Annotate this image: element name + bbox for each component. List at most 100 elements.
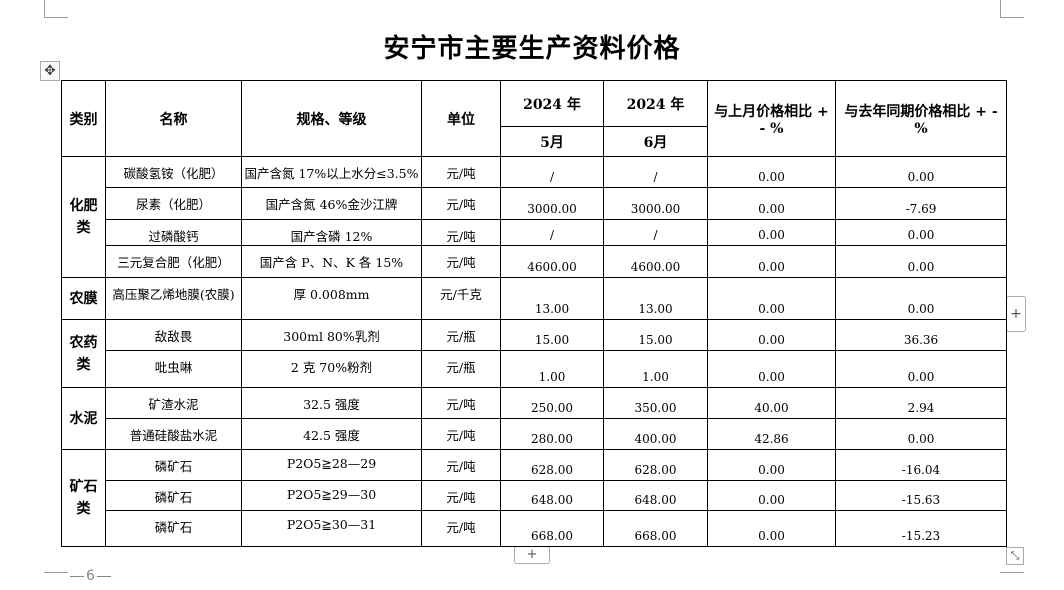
table-row: 过磷酸钙 国产含磷 12% 元/吨 //0.00 0.00 [62,219,1007,246]
page-number: 6 [68,568,113,584]
name-cell: 高压聚乙烯地膜(农膜) [105,277,242,320]
yoy-change-cell: 0.00 [835,156,1007,188]
unit-cell: 元/吨 [421,187,501,220]
crop-mark [1000,0,1001,18]
yoy-change-cell: 2.94 [835,387,1007,419]
unit-cell: 元/吨 [421,156,501,188]
crop-mark [1000,17,1024,18]
table-row: 磷矿石 P2O5≧30—31 元/吨 668.00 668.00 0.00 -15.23 [62,510,1007,547]
table-row: 三元复合肥（化肥） 国产含 P、N、K 各 15% 元/吨 4600.00 4600.0… [62,245,1007,278]
yoy-change-cell: 0.00 [835,245,1007,278]
spec-cell: 厚 0.008mm [241,277,422,320]
unit-cell: 元/瓶 [421,319,501,351]
june-price-cell: 628.00 [603,449,708,481]
name-cell: 过磷酸钙 [105,219,242,246]
june-price-cell: 668.00 [603,510,708,547]
name-cell: 碳酸氢铵（化肥） [105,156,242,188]
yoy-change-cell: -16.04 [835,449,1007,481]
table-resize-icon[interactable]: ⤡ [1006,547,1024,565]
mom-change-cell: 0.00 [707,245,836,278]
mom-change-cell: 0.00 [707,187,836,220]
yoy-change-cell: 0.00 [835,350,1007,388]
spec-cell: P2O5≧30—31 [241,510,422,547]
spec-cell: 32.5 强度 [241,387,422,419]
may-price-cell: 15.00 [500,319,604,351]
mom-change-cell: 40.00 [707,387,836,419]
mom-change-cell: 0.00 [707,449,836,481]
add-column-plus-icon[interactable]: + [1006,296,1026,332]
table-row: 农膜 高压聚乙烯地膜(农膜) 厚 0.008mm 元/千克 13.00 13.00 0.00… [61,277,1007,320]
table-row: 农药类 敌敌畏 300ml 80%乳剂 元/瓶 15.00 15.00 0.00 36.36 [61,319,1007,388]
june-price-cell: 15.00 [603,319,708,351]
june-price-cell: 3000.00 [603,187,708,220]
category-cell: 矿石类 [61,449,106,547]
table-row: 水泥 矿渣水泥 32.5 强度 元/吨 250.00 350.00 40.00 2.94 [61,387,1007,450]
crop-mark [44,572,68,573]
crop-mark [1000,572,1024,573]
header-year-june: 2024 年 [603,80,708,127]
name-cell: 磷矿石 [105,449,242,481]
crop-mark [44,0,45,18]
category-cell: 农膜 [61,277,106,320]
may-price-cell: 668.00 [500,510,604,547]
table-row: 矿石类 磷矿石 P2O5≧28—29 元/吨 628.00 628.00 0.00 -16.0… [61,449,1007,547]
spec-cell: 2 克 70%粉剂 [241,350,422,388]
name-cell: 矿渣水泥 [105,387,242,419]
mom-change-cell: 0.00 [707,277,836,320]
category-cell: 化肥类 [61,156,106,278]
table-row: 磷矿石 P2O5≧29—30 元/吨 648.00 648.00 0.00 -15.63 [62,480,1007,511]
may-price-cell: / [500,219,604,246]
yoy-change-cell: 36.36 [835,319,1007,351]
mom-change-cell: 0.00 [707,319,836,351]
yoy-change-cell: -15.23 [835,510,1007,547]
yoy-change-cell: -15.63 [835,480,1007,511]
mom-change-cell: 0.00 [707,510,836,547]
crop-mark [44,17,68,18]
mom-change-cell: 0.00 [707,156,836,188]
june-price-cell: / [603,156,708,188]
table-move-icon[interactable]: ✥ [40,61,60,81]
mom-change-cell: 42.86 [707,418,836,450]
spec-cell: 国产含 P、N、K 各 15% [241,245,422,278]
may-price-cell: 280.00 [500,418,604,450]
name-cell: 磷矿石 [105,510,242,547]
june-price-cell: 1.00 [603,350,708,388]
june-price-cell: 648.00 [603,480,708,511]
yoy-change-cell: 0.00 [835,219,1007,246]
name-cell: 普通硅酸盐水泥 [105,418,242,450]
spec-cell: 42.5 强度 [241,418,422,450]
unit-cell: 元/吨 [421,418,501,450]
header-month-june: 6月 [603,126,708,157]
unit-cell: 元/瓶 [421,350,501,388]
may-price-cell: 1.00 [500,350,604,388]
may-price-cell: 4600.00 [500,245,604,278]
may-price-cell: 628.00 [500,449,604,481]
table-row: 普通硅酸盐水泥 42.5 强度 元/吨 280.00 400.00 42.86 0.00 [62,418,1007,450]
name-cell: 吡虫啉 [105,350,242,388]
may-price-cell: 250.00 [500,387,604,419]
header-year-may: 2024 年 [500,80,604,127]
spec-cell: 国产含氮 46%金沙江牌 [241,187,422,220]
unit-cell: 元/吨 [421,449,501,481]
page-title: 安宁市主要生产资料价格 [383,34,681,64]
category-cell: 水泥 [61,387,106,450]
header-mom-change: 与上月价格相比 + - % [707,80,836,157]
unit-cell: 元/吨 [421,510,501,547]
price-table: 类别 名称 规格、等级 单位 2024 年 2024 年 与上月价格相比 + -… [61,80,1007,547]
may-price-cell: 13.00 [500,277,604,320]
header-month-may: 5月 [500,126,604,157]
table-row: 吡虫啉 2 克 70%粉剂 元/瓶 1.00 1.00 0.00 0.00 [62,350,1007,388]
mom-change-cell: 0.00 [707,480,836,511]
mom-change-cell: 0.00 [707,219,836,246]
spec-cell: 300ml 80%乳剂 [241,319,422,351]
june-price-cell: 13.00 [603,277,708,320]
spec-cell: 国产含磷 12% [241,219,422,246]
yoy-change-cell: 0.00 [835,277,1007,320]
header-yoy-change: 与去年同期价格相比 + - % [835,80,1007,157]
june-price-cell: 350.00 [603,387,708,419]
table-row: 化肥类 碳酸氢铵（化肥） 国产含氮 17%以上水分≤3.5% 元/吨 //0.00 0.0… [61,156,1007,278]
header-category: 类别 [61,80,106,157]
yoy-change-cell: -7.69 [835,187,1007,220]
spec-cell: P2O5≧29—30 [241,480,422,511]
add-row-plus-icon[interactable]: + [514,546,550,564]
